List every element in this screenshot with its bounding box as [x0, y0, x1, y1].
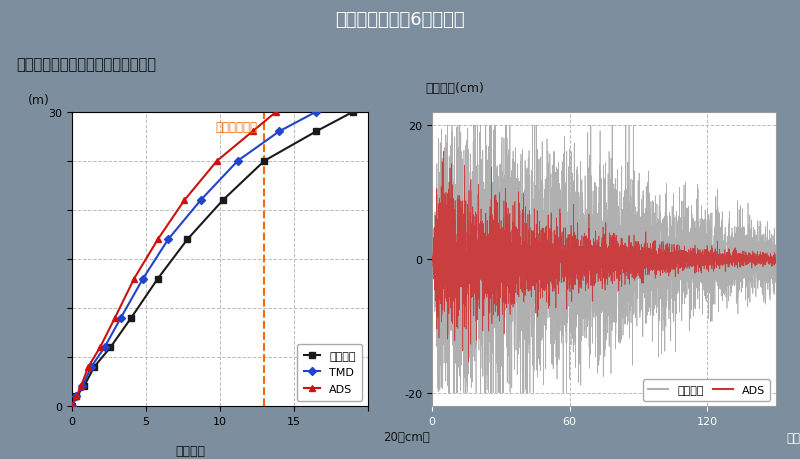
- Line: TMD: TMD: [69, 109, 319, 409]
- 従来構造: [90, 364, 99, 370]
- 従来構造: [72, 394, 82, 399]
- 従来構造: [218, 198, 228, 203]
- 従来構造: [311, 129, 321, 135]
- Text: 大地震時も損傷限界変位を超えない: 大地震時も損傷限界変位を超えない: [16, 57, 156, 72]
- Text: 20（cm）: 20（cm）: [383, 430, 430, 442]
- ADS: [130, 276, 139, 282]
- Line: ADS: ADS: [69, 109, 279, 409]
- Line: 従来構造: 従来構造: [69, 109, 356, 409]
- Text: 最大変形: 最大変形: [175, 444, 206, 457]
- Text: (m): (m): [27, 94, 50, 106]
- 従来構造: [349, 110, 358, 115]
- 従来構造: [79, 384, 89, 389]
- Text: （秒）: （秒）: [786, 431, 800, 444]
- Text: 大地震時（震度6クラス）: 大地震時（震度6クラス）: [335, 11, 465, 28]
- ADS: [67, 403, 77, 409]
- 従来構造: [259, 159, 269, 164]
- TMD: [78, 384, 87, 389]
- TMD: [196, 198, 206, 203]
- TMD: [100, 345, 110, 350]
- ADS: [95, 345, 105, 350]
- 従来構造: [126, 315, 136, 321]
- ADS: [180, 198, 190, 203]
- TMD: [138, 276, 148, 282]
- TMD: [233, 159, 242, 164]
- ADS: [72, 394, 82, 399]
- ADS: [271, 110, 281, 115]
- ADS: [212, 159, 222, 164]
- TMD: [274, 129, 284, 135]
- ADS: [76, 384, 86, 389]
- ADS: [110, 315, 120, 321]
- 従来構造: [106, 345, 115, 350]
- TMD: [72, 394, 82, 399]
- 従来構造: [153, 276, 162, 282]
- TMD: [311, 110, 321, 115]
- ADS: [153, 237, 162, 242]
- TMD: [67, 403, 77, 409]
- 従来構造: [182, 237, 192, 242]
- TMD: [86, 364, 96, 370]
- Legend: 従来構造, TMD, ADS: 従来構造, TMD, ADS: [297, 344, 362, 401]
- Legend: 従来構造, ADS: 従来構造, ADS: [643, 380, 770, 401]
- Text: 頂部変形(cm): 頂部変形(cm): [425, 82, 484, 95]
- 従来構造: [67, 403, 77, 409]
- Text: 損傷限界変位: 損傷限界変位: [215, 120, 257, 133]
- TMD: [163, 237, 173, 242]
- ADS: [248, 129, 258, 135]
- TMD: [116, 315, 126, 321]
- ADS: [83, 364, 93, 370]
